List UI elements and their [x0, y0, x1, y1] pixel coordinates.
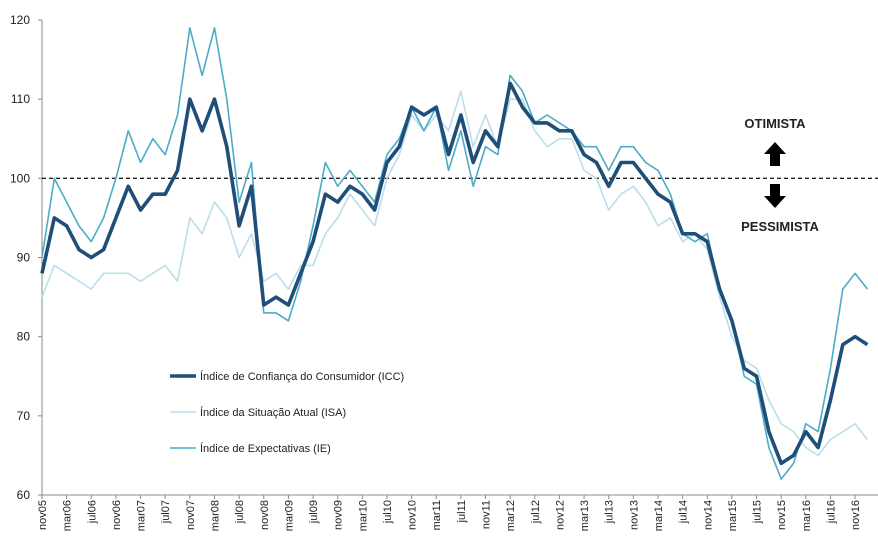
- y-tick-label: 100: [10, 171, 30, 185]
- x-tick-label: mar13: [579, 500, 591, 531]
- x-tick-label: jul16: [825, 500, 837, 524]
- x-tick-label: jul14: [678, 500, 690, 524]
- series-line: [41, 90, 869, 457]
- x-tick-label: nov13: [628, 500, 640, 530]
- x-tick-label: mar09: [283, 500, 295, 531]
- x-tick-label: jul08: [234, 500, 246, 524]
- y-tick-label: 80: [17, 330, 31, 344]
- legend-label: Índice de Confiança do Consumidor (ICC): [200, 370, 404, 383]
- x-tick-label: nov07: [185, 500, 197, 530]
- annotation: PESSIMISTA: [741, 219, 819, 234]
- x-tick-label: jul10: [382, 500, 394, 524]
- arrow-down: [764, 184, 786, 208]
- x-tick-label: mar07: [136, 500, 148, 531]
- series-line: [40, 81, 869, 466]
- x-tick-label: mar12: [505, 500, 517, 531]
- x-tick-label: nov16: [850, 500, 862, 530]
- legend-label: Índice da Situação Atual (ISA): [200, 406, 346, 419]
- x-tick-label: nov09: [333, 500, 345, 530]
- legend-label: Índice de Expectativas (IE): [200, 442, 331, 455]
- x-tick-label: nov05: [37, 500, 49, 530]
- x-tick-label: jul11: [456, 500, 468, 523]
- x-tick-label: jul15: [752, 500, 764, 524]
- x-tick-label: mar14: [653, 500, 665, 531]
- x-tick-label: jul06: [86, 500, 98, 524]
- annotation: OTIMISTA: [744, 116, 806, 131]
- x-tick-label: mar11: [431, 500, 443, 530]
- x-tick-label: mar06: [62, 500, 74, 531]
- x-tick-label: nov11: [481, 500, 493, 529]
- y-tick-label: 60: [17, 488, 31, 502]
- x-tick-label: nov08: [259, 500, 271, 530]
- x-tick-label: nov10: [407, 500, 419, 530]
- x-tick-label: mar15: [727, 500, 739, 531]
- y-tick-label: 110: [11, 92, 30, 106]
- x-tick-label: jul12: [530, 500, 542, 524]
- y-tick-label: 120: [10, 13, 30, 27]
- x-tick-label: nov12: [554, 500, 566, 530]
- series-line: [41, 27, 869, 480]
- x-tick-label: mar16: [801, 500, 813, 531]
- x-tick-label: jul09: [308, 500, 320, 524]
- x-tick-label: nov15: [776, 500, 788, 530]
- x-tick-label: jul13: [604, 500, 616, 524]
- x-tick-label: jul07: [160, 500, 172, 524]
- x-tick-label: mar10: [357, 500, 369, 531]
- arrow-up: [764, 142, 786, 166]
- x-tick-label: nov06: [111, 500, 123, 530]
- x-tick-label: nov14: [702, 500, 714, 530]
- x-tick-label: mar08: [209, 500, 221, 531]
- y-tick-label: 90: [17, 251, 31, 265]
- y-tick-label: 70: [17, 409, 31, 423]
